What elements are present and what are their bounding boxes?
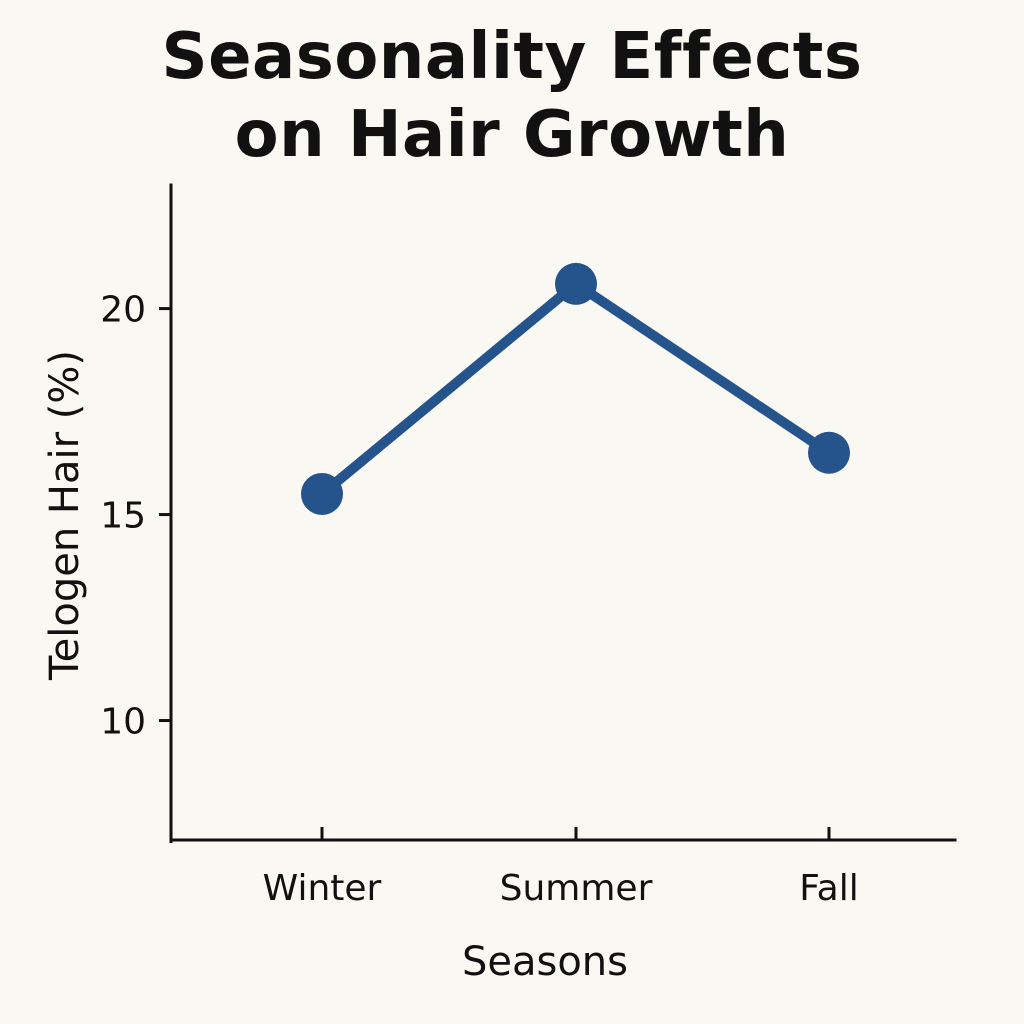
y-axis-label: Telogen Hair (%)	[42, 350, 88, 681]
y-axis-ticks: 10 15 20	[100, 290, 171, 743]
x-tick-label: Summer	[500, 868, 653, 909]
data-point	[808, 431, 850, 474]
x-tick-label: Winter	[263, 868, 382, 909]
series-line	[317, 278, 834, 499]
x-tick-label: Fall	[799, 868, 858, 909]
y-tick-label: 20	[100, 290, 146, 331]
x-axis-ticks: Winter Summer Fall	[263, 827, 859, 909]
y-tick-label: 15	[100, 496, 146, 537]
chart-title-line-2: on Hair Growth	[234, 98, 790, 172]
chart-title-line-1: Seasonality Effects	[161, 20, 863, 94]
data-point	[555, 262, 597, 305]
series-group	[301, 262, 850, 515]
x-axis-label: Seasons	[462, 939, 628, 985]
chart-title: Seasonality Effects on Hair Growth	[0, 18, 1024, 174]
y-tick-label: 10	[100, 702, 146, 743]
data-point	[301, 472, 343, 515]
